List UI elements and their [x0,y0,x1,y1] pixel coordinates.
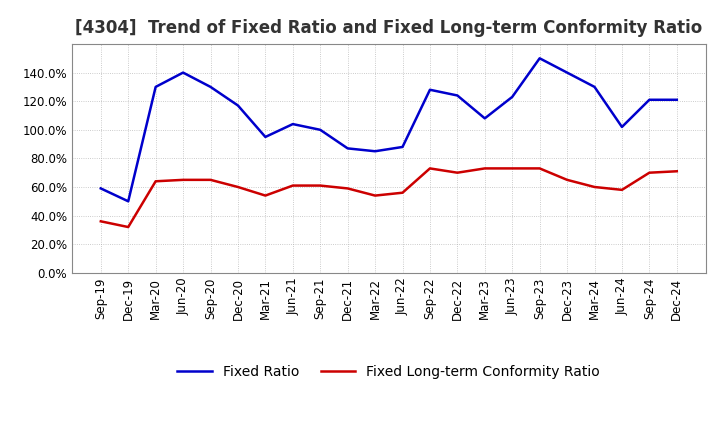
Fixed Ratio [371,149,379,154]
Fixed Ratio [672,97,681,103]
Fixed Ratio [645,97,654,103]
Fixed Long-term Conformity Ratio [508,166,516,171]
Fixed Long-term Conformity Ratio [645,170,654,175]
Fixed Long-term Conformity Ratio [261,193,270,198]
Fixed Ratio [151,84,160,89]
Fixed Ratio [453,93,462,98]
Fixed Ratio [289,121,297,127]
Fixed Long-term Conformity Ratio [536,166,544,171]
Fixed Ratio [480,116,489,121]
Fixed Long-term Conformity Ratio [480,166,489,171]
Fixed Ratio [398,144,407,150]
Fixed Ratio [233,103,242,108]
Fixed Ratio [590,84,599,89]
Fixed Long-term Conformity Ratio [618,187,626,192]
Fixed Long-term Conformity Ratio [233,184,242,190]
Fixed Ratio [179,70,187,75]
Fixed Long-term Conformity Ratio [179,177,187,183]
Fixed Long-term Conformity Ratio [453,170,462,175]
Fixed Long-term Conformity Ratio [289,183,297,188]
Fixed Ratio [508,94,516,99]
Fixed Long-term Conformity Ratio [343,186,352,191]
Fixed Long-term Conformity Ratio [398,190,407,195]
Fixed Ratio [96,186,105,191]
Fixed Ratio [618,124,626,129]
Title: [4304]  Trend of Fixed Ratio and Fixed Long-term Conformity Ratio: [4304] Trend of Fixed Ratio and Fixed Lo… [75,19,703,37]
Fixed Long-term Conformity Ratio [151,179,160,184]
Fixed Ratio [426,87,434,92]
Fixed Long-term Conformity Ratio [206,177,215,183]
Fixed Ratio [343,146,352,151]
Fixed Ratio [261,134,270,139]
Fixed Ratio [206,84,215,89]
Fixed Long-term Conformity Ratio [590,184,599,190]
Line: Fixed Long-term Conformity Ratio: Fixed Long-term Conformity Ratio [101,169,677,227]
Fixed Ratio [536,55,544,61]
Fixed Long-term Conformity Ratio [96,219,105,224]
Fixed Ratio [563,70,572,75]
Fixed Long-term Conformity Ratio [426,166,434,171]
Fixed Long-term Conformity Ratio [124,224,132,230]
Fixed Long-term Conformity Ratio [672,169,681,174]
Legend: Fixed Ratio, Fixed Long-term Conformity Ratio: Fixed Ratio, Fixed Long-term Conformity … [172,360,606,385]
Fixed Ratio [124,198,132,204]
Fixed Long-term Conformity Ratio [316,183,325,188]
Fixed Long-term Conformity Ratio [563,177,572,183]
Fixed Ratio [316,127,325,132]
Line: Fixed Ratio: Fixed Ratio [101,58,677,201]
Fixed Long-term Conformity Ratio [371,193,379,198]
